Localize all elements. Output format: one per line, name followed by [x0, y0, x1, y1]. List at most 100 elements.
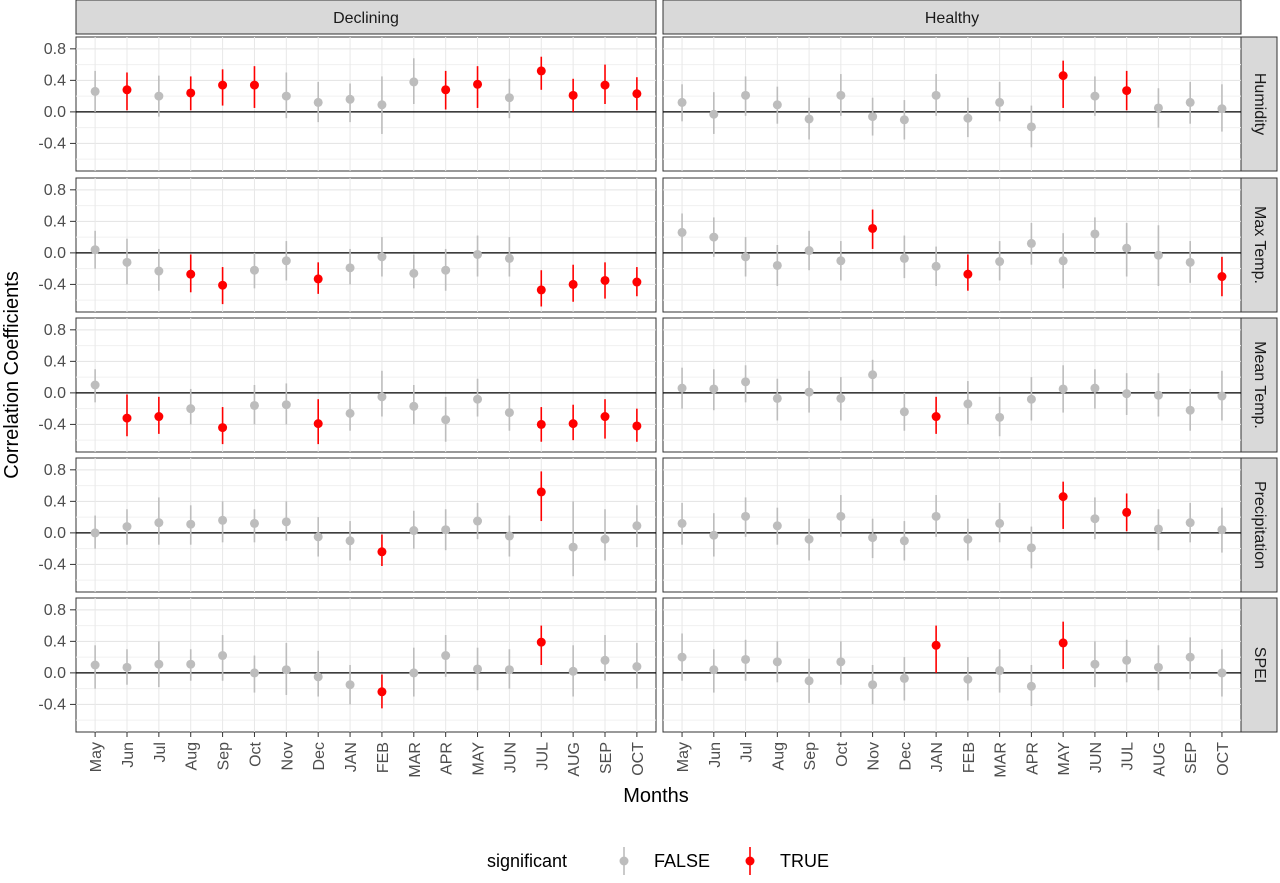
data-point: [249, 668, 259, 678]
x-tick-label: SEP: [598, 742, 615, 774]
data-point: [186, 404, 196, 414]
data-point: [122, 662, 132, 672]
data-point: [473, 249, 483, 259]
data-point: [249, 80, 259, 90]
data-point: [1122, 655, 1132, 665]
x-tick-label: APR: [1024, 742, 1041, 775]
x-tick-label: JAN: [929, 742, 946, 772]
data-point: [154, 412, 164, 422]
data-point: [1217, 391, 1227, 401]
data-point: [536, 66, 546, 76]
data-point: [709, 232, 719, 242]
data-point: [345, 536, 355, 546]
data-point: [473, 79, 483, 89]
data-point: [186, 659, 196, 669]
data-point: [568, 542, 578, 552]
data-point: [677, 518, 687, 528]
data-point: [441, 525, 451, 535]
data-point: [186, 519, 196, 529]
data-point: [186, 88, 196, 98]
data-point: [995, 666, 1005, 676]
data-point: [281, 91, 291, 101]
row-strip: [1240, 597, 1278, 733]
data-point: [1153, 662, 1163, 672]
data-point: [313, 419, 323, 429]
data-point: [90, 245, 100, 255]
data-point: [1185, 405, 1195, 415]
data-point: [345, 263, 355, 273]
x-tick-label: JUN: [1088, 742, 1105, 773]
data-point: [632, 421, 642, 431]
data-point: [409, 526, 419, 536]
data-point: [709, 384, 719, 394]
x-tick-label: Jun: [707, 742, 724, 768]
data-point: [677, 227, 687, 237]
x-tick-label: Nov: [866, 742, 883, 770]
x-tick-label: MAR: [407, 742, 424, 778]
data-point: [868, 680, 878, 690]
data-point: [632, 89, 642, 99]
data-point: [186, 269, 196, 279]
data-point: [741, 252, 751, 262]
legend-entry-label: TRUE: [780, 851, 829, 871]
x-tick-label: Sep: [216, 742, 233, 771]
data-point: [709, 109, 719, 119]
data-point: [409, 268, 419, 278]
data-point: [772, 393, 782, 403]
data-point: [836, 256, 846, 266]
data-point: [345, 94, 355, 104]
data-point: [218, 280, 228, 290]
x-tick-label: OCT: [630, 742, 647, 776]
data-point: [600, 80, 610, 90]
data-point: [377, 252, 387, 262]
data-point: [504, 408, 514, 418]
data-point: [804, 387, 814, 397]
data-point: [1185, 257, 1195, 267]
data-point: [963, 269, 973, 279]
y-tick-label: 0.8: [44, 41, 66, 58]
data-point: [963, 674, 973, 684]
y-axis-title: Correlation Coefficients: [1, 271, 23, 479]
data-point: [90, 528, 100, 538]
data-point: [377, 392, 387, 402]
data-point: [218, 423, 228, 433]
data-point: [709, 665, 719, 675]
data-point: [1026, 681, 1036, 691]
y-tick-label: 0.4: [44, 72, 66, 89]
data-point: [804, 114, 814, 124]
data-point: [1026, 543, 1036, 553]
data-point: [1058, 384, 1068, 394]
data-point: [899, 407, 909, 417]
column-strip: [75, 0, 657, 35]
data-point: [836, 393, 846, 403]
data-point: [313, 532, 323, 542]
y-tick-label: 0.8: [44, 602, 66, 619]
data-point: [1026, 394, 1036, 404]
data-point: [963, 399, 973, 409]
data-point: [504, 93, 514, 103]
data-point: [600, 655, 610, 665]
x-tick-label: AUG: [566, 742, 583, 777]
panel-background: [75, 36, 657, 172]
data-point: [345, 680, 355, 690]
data-point: [1122, 507, 1132, 517]
y-tick-label: 0.4: [44, 213, 66, 230]
data-point: [249, 400, 259, 410]
y-tick-label: -0.4: [38, 696, 66, 713]
data-point: [1217, 104, 1227, 114]
column-strip-label: Declining: [333, 10, 399, 27]
data-point: [741, 90, 751, 100]
data-point: [931, 90, 941, 100]
x-tick-label: FEB: [961, 742, 978, 773]
column-strip-label: Healthy: [925, 10, 979, 27]
x-tick-label: Sep: [802, 742, 819, 771]
data-point: [963, 534, 973, 544]
x-tick-label: MAY: [471, 742, 488, 776]
data-point: [1090, 91, 1100, 101]
x-tick-label: Nov: [279, 742, 296, 770]
data-point: [218, 515, 228, 525]
data-point: [1122, 243, 1132, 253]
data-point: [1217, 525, 1227, 535]
x-tick-label: SEP: [1183, 742, 1200, 774]
